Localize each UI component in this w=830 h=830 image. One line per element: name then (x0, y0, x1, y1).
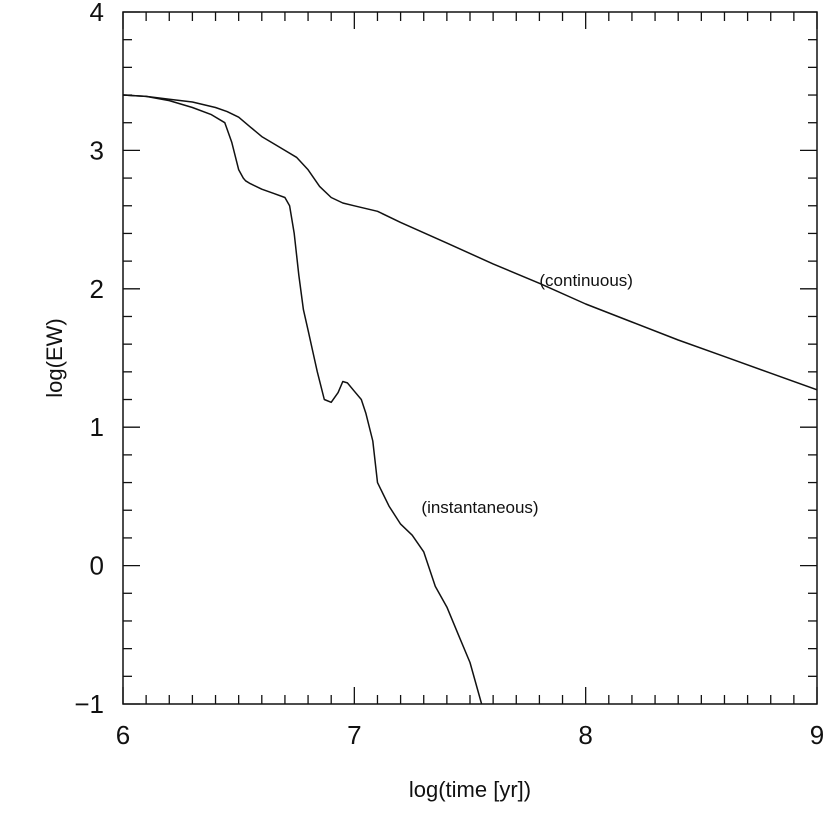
x-tick-label: 7 (347, 720, 361, 750)
x-tick-label: 8 (578, 720, 592, 750)
y-tick-label: −1 (74, 689, 104, 719)
y-axis-label: log(EW) (42, 318, 67, 397)
annotation-instantaneous: (instantaneous) (421, 498, 538, 517)
y-tick-label: 3 (90, 135, 104, 165)
x-tick-label: 9 (810, 720, 824, 750)
series-line-instantaneous (123, 94, 483, 704)
x-axis-label: log(time [yr]) (409, 777, 531, 802)
plot-frame (122, 11, 818, 705)
y-tick-label: 1 (90, 412, 104, 442)
y-tick-label: 2 (90, 274, 104, 304)
y-tick-label: 0 (90, 551, 104, 581)
annotation-continuous: (continuous) (539, 271, 633, 290)
series-lines (123, 94, 817, 704)
ticks (122, 11, 818, 705)
y-tick-label: 4 (90, 0, 104, 27)
tick-labels: 6 7 8 9 −1 0 1 2 3 4 (74, 0, 824, 750)
series-line-continuous (123, 94, 817, 391)
x-tick-label: 6 (116, 720, 130, 750)
